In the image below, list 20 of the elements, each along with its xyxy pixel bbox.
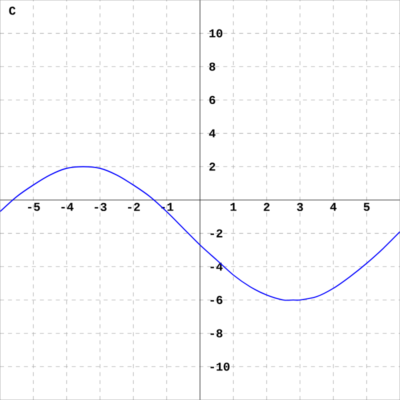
- x-tick-label: 3: [296, 202, 303, 212]
- y-tick-label: -2: [210, 229, 222, 238]
- y-tick-label: -10: [210, 362, 230, 371]
- x-tick-label: -3: [94, 202, 107, 212]
- x-tick-label: -4: [61, 202, 74, 211]
- x-tick-label: 4: [330, 202, 337, 211]
- x-tick-label: 5: [364, 202, 370, 211]
- y-tick-label: 2: [209, 162, 216, 171]
- y-tick-label: -4: [210, 262, 223, 271]
- annotation: C: [9, 6, 16, 15]
- x-tick-label: -5: [28, 202, 40, 211]
- x-tick-label: 2: [264, 202, 270, 211]
- y-tick-label: -8: [210, 329, 222, 338]
- y-tick-label: -6: [210, 296, 222, 304]
- y-tick-label: 10: [209, 29, 222, 38]
- x-tick-label: 1: [230, 202, 236, 211]
- y-tick-label: 6: [209, 96, 216, 104]
- x-tick-label: -2: [128, 202, 140, 211]
- y-tick-label: 4: [209, 129, 216, 138]
- y-tick-label: 8: [209, 62, 216, 71]
